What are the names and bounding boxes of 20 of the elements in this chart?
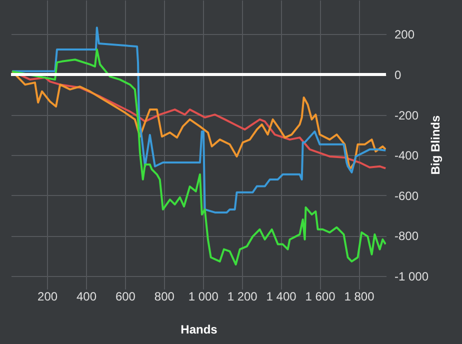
y-tick-label: -400 [394, 148, 419, 163]
y-tick-label: -1 000 [394, 269, 429, 284]
y-tick-label: -200 [394, 108, 419, 122]
x-tick-label: 1 000 [188, 290, 219, 304]
x-tick-label: 1 400 [266, 290, 297, 304]
x-tick-label: 200 [38, 290, 58, 304]
line-series [11, 26, 386, 214]
x-axis-title: Hands [180, 322, 218, 336]
y-tick-label: 0 [394, 68, 402, 82]
x-tick-label: 1 600 [305, 290, 336, 304]
x-tick-label: 800 [154, 290, 175, 304]
x-tick-label: 1 800 [344, 290, 375, 304]
x-tick-label: 1 200 [227, 290, 258, 304]
y-tick-label: 200 [394, 28, 415, 42]
y-axis-title: Big Blinds [428, 115, 443, 175]
x-tick-label: 400 [76, 290, 97, 304]
x-tick-label: 600 [115, 290, 136, 304]
line-series [11, 48, 386, 266]
y-tick-label: -600 [394, 188, 419, 203]
y-tick-label: -800 [394, 229, 419, 244]
